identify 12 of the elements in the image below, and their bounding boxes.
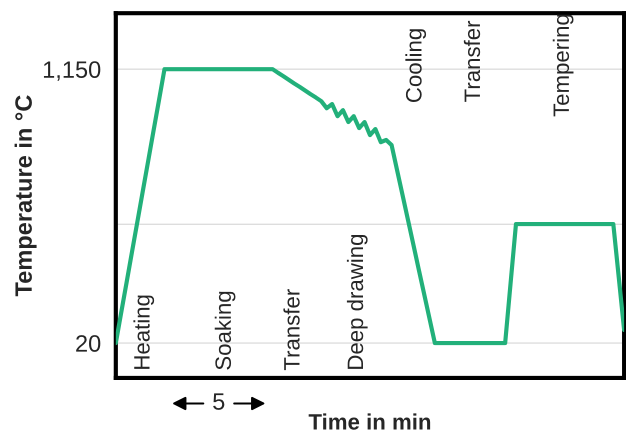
annotation: Heating <box>133 296 154 369</box>
y-tick-label: 20 <box>76 335 100 352</box>
y-tick-label: 1,150 <box>44 61 100 81</box>
y-axis-title: Temperature in °C <box>14 95 37 296</box>
annotation: Deep drawing <box>346 234 368 369</box>
annotation: Tempering <box>552 14 574 116</box>
annotation: Soaking <box>214 292 236 370</box>
annotation: Transfer <box>464 20 480 102</box>
x-axis-title: Time in min <box>308 413 430 430</box>
text: 5 <box>213 393 224 410</box>
annotation: Transfer <box>283 289 300 370</box>
annotation: Cooling <box>405 29 426 102</box>
